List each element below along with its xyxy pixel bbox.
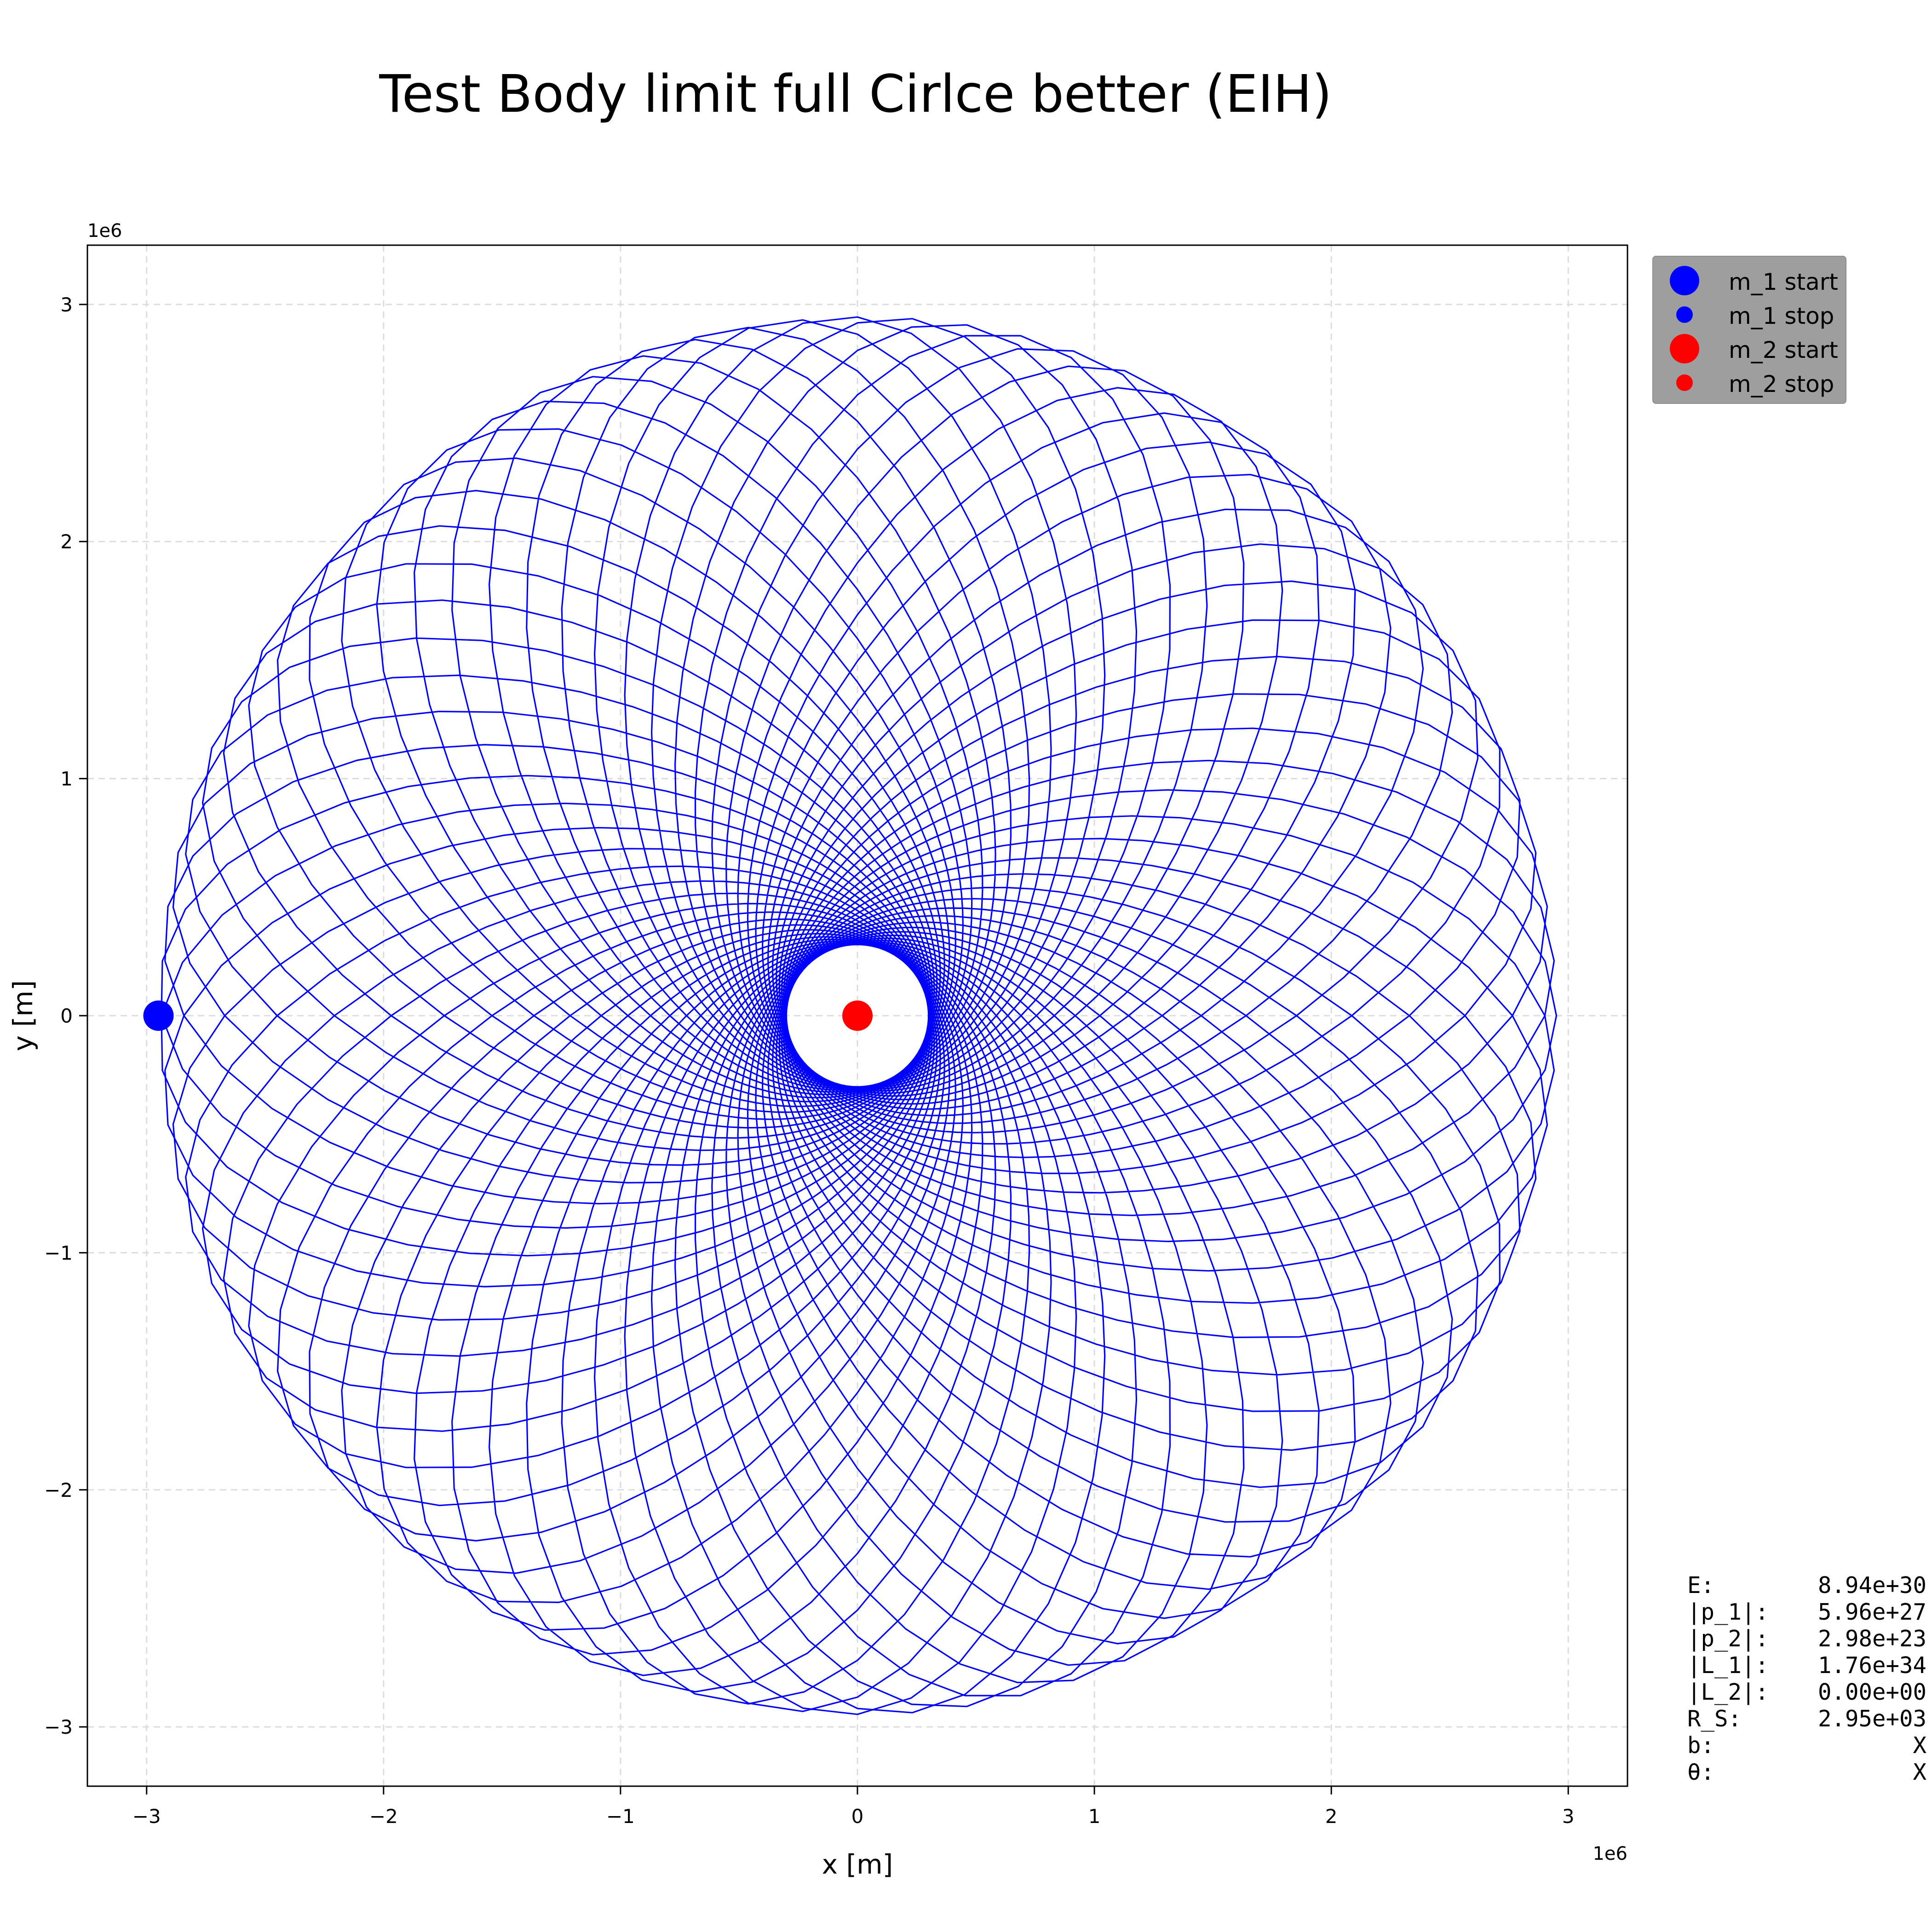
point-m-2-stop [848,1006,867,1025]
x-tick-label: −1 [606,1805,635,1828]
stat-label: |p_2|: [1687,1626,1769,1652]
axes: −3 −2 −1 0 1 2 3 −3 −2 −1 0 1 2 3 1e6 1e6 x [m] y [m] [7,220,1628,1880]
stat-value: X [1913,1732,1926,1759]
stat-label: |L_1|: [1687,1652,1769,1679]
stat-label: b: [1687,1732,1715,1759]
legend-item-m1-start: m_1 start [1653,263,1846,297]
stat-label: θ: [1687,1759,1715,1785]
stat-value: 2.98e+23 [1817,1626,1926,1652]
data-layer [143,316,1558,1715]
stat-value: X [1913,1759,1926,1785]
legend-label-m1-start: m_1 start [1729,269,1838,295]
grid [87,245,1627,1786]
stat-value: 1.76e+34 [1817,1652,1926,1679]
stat-value: 2.95e+03 [1817,1706,1926,1732]
y-tick-label: −1 [44,1242,73,1264]
stat-row-p2: |p_2|: 2.98e+23 [1687,1626,1926,1652]
stat-label: |p_1|: [1687,1599,1769,1625]
legend-marker-m1-start [1670,266,1699,295]
point-m-1-stop [149,1006,168,1025]
stats-panel: E: 8.94e+30 |p_1|: 5.96e+27 |p_2|: 2.98e+23… [1687,1572,1926,1786]
legend-item-m2-stop: m_2 stop [1653,365,1846,399]
y-tick-label: −2 [44,1479,73,1501]
chart-title: Test Body limit full Cirlce better (EIH) [379,64,1332,124]
stat-row-l1: |L_1|: 1.76e+34 [1687,1652,1926,1679]
stat-row-p1: |p_1|: 5.96e+27 [1687,1599,1926,1626]
stat-value: 0.00e+00 [1817,1679,1926,1705]
x-tick-label: 2 [1325,1805,1338,1828]
stat-row-theta: θ: X [1687,1759,1926,1786]
y-tick-label: 0 [60,1005,73,1027]
legend-marker-m2-start [1670,334,1699,363]
stat-row-l2: |L_2|: 0.00e+00 [1687,1679,1926,1706]
legend-item-m2-start: m_2 start [1653,331,1846,365]
legend-label-m1-stop: m_1 stop [1729,303,1834,329]
y-tick-label: 1 [60,768,73,790]
x-axis-label: x [m] [822,1849,893,1880]
legend: m_1 start m_1 stop m_2 start m_2 stop [1652,256,1846,404]
stat-label: E: [1687,1572,1715,1598]
legend-marker-m2-stop [1676,374,1693,391]
y-offset-label: 1e6 [87,220,122,242]
y-tick-label: 3 [60,293,73,316]
stat-label: |L_2|: [1687,1679,1769,1705]
stat-value: 5.96e+27 [1817,1599,1926,1625]
x-tick-label: −3 [132,1805,161,1828]
legend-item-m1-stop: m_1 stop [1653,297,1846,331]
x-tick-label: −2 [369,1805,398,1828]
stat-row-rs: R_S: 2.95e+03 [1687,1706,1926,1732]
stat-label: R_S: [1687,1706,1742,1732]
x-offset-label: 1e6 [1593,1843,1627,1864]
stat-row-b: b: X [1687,1732,1926,1759]
stat-value: 8.94e+30 [1817,1572,1926,1598]
x-tick-label: 3 [1562,1805,1575,1828]
x-tick-label: 1 [1088,1805,1101,1828]
legend-marker-m1-stop [1676,306,1693,323]
y-tick-label: −3 [44,1716,73,1738]
stat-row-energy: E: 8.94e+30 [1687,1572,1926,1599]
legend-label-m2-stop: m_2 stop [1729,371,1834,397]
x-tick-label: 0 [851,1805,864,1828]
y-axis-label: y [m] [7,980,39,1052]
legend-label-m2-start: m_2 start [1729,337,1838,363]
y-tick-label: 2 [60,530,73,553]
